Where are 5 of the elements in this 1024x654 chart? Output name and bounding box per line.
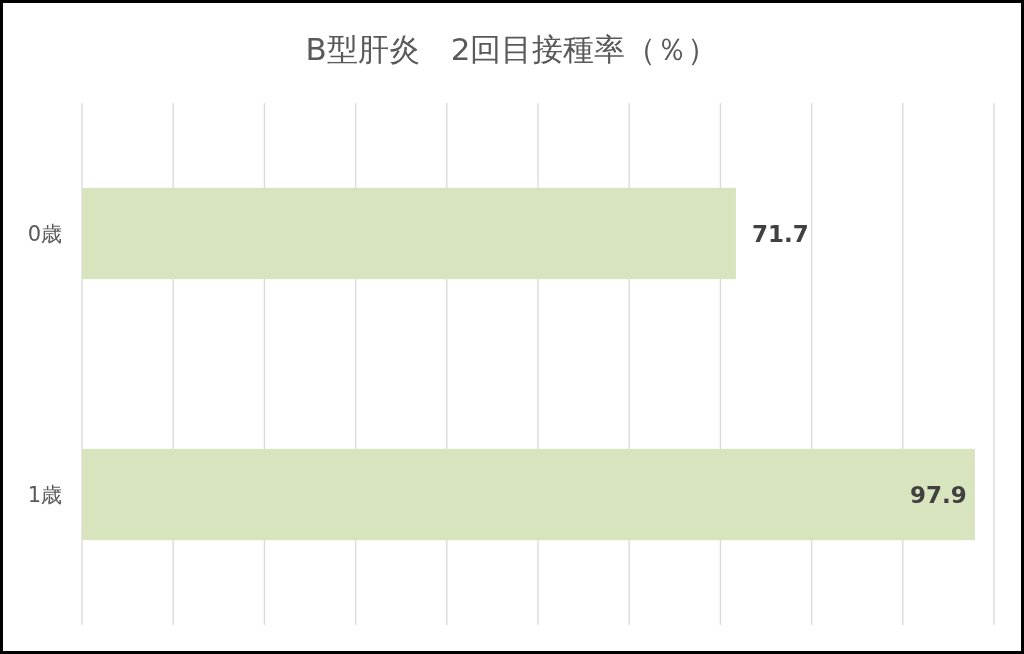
y-tick-label: 1歳 <box>27 482 62 507</box>
data-label: 71.7 <box>751 220 809 247</box>
data-label: 97.9 <box>910 481 967 508</box>
chart-title: B型肝炎 2回目接種率（％） <box>305 31 719 67</box>
y-tick-label: 0歳 <box>27 221 62 246</box>
